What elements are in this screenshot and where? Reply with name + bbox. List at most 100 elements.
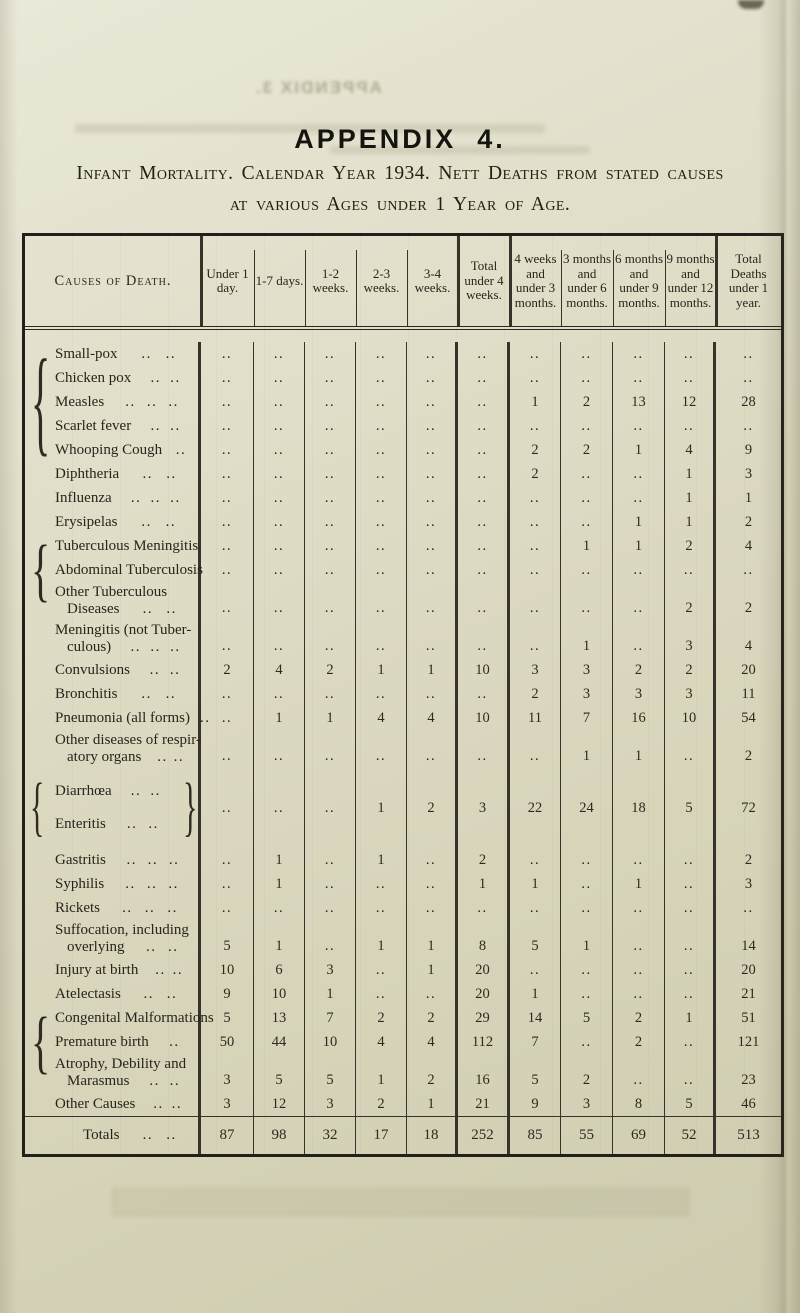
- table-row: Chicken pox..........................: [25, 366, 781, 390]
- value-cell: ..: [254, 390, 305, 414]
- value-cell: 22: [510, 768, 561, 848]
- subtitle-line-1: Infant Mortality. Calendar Year 1934. Ne…: [76, 163, 724, 184]
- cause-cell: Convulsions....: [25, 658, 201, 682]
- value-cell: 4: [356, 1030, 407, 1054]
- column-header: 2-3 weeks.: [356, 236, 408, 326]
- cause-cell: Bronchitis....: [25, 682, 201, 706]
- show-through-title: APPENDIX 3.: [254, 78, 382, 97]
- value-cell: ..: [305, 682, 356, 706]
- value-cell: 44: [254, 1030, 305, 1054]
- value-cell: 1: [254, 872, 305, 896]
- table-row: Premature birth.. 50 44 10 4 4 112 7.. 2.. 121: [25, 1030, 781, 1054]
- value-cell: 2: [305, 658, 356, 682]
- value-cell: 10: [254, 982, 305, 1006]
- value-cell: ..: [561, 582, 613, 620]
- value-cell: ..: [305, 366, 356, 390]
- value-cell: ..: [561, 462, 613, 486]
- leader-dots: ......: [126, 851, 180, 868]
- table-row: Scarlet fever..........................: [25, 414, 781, 438]
- cause-cell: Diphtheria....: [25, 462, 201, 486]
- value-cell: 14: [510, 1006, 561, 1030]
- value-cell: ..: [254, 730, 305, 768]
- cause-label: Enteritis: [55, 815, 106, 832]
- value-cell: ..: [305, 510, 356, 534]
- value-cell: 18: [613, 768, 665, 848]
- value-cell: ..: [407, 486, 458, 510]
- table-row: Congenital Malformations 5 13 7 2 2 29 14 5 2 1 51: [25, 1006, 781, 1030]
- table-row: Diphtheria................ 2.... 1 3: [25, 462, 781, 486]
- column-header: 6 months and under 9 months.: [613, 236, 666, 326]
- value-cell: 16: [458, 1054, 510, 1092]
- cause-label: Small-pox: [55, 345, 118, 362]
- value-cell: ..: [356, 582, 407, 620]
- value-cell: ..: [305, 414, 356, 438]
- cause-label: Marasmus: [67, 1073, 130, 1089]
- value-cell: 1: [407, 920, 458, 958]
- value-cell: 252: [458, 1117, 510, 1154]
- value-cell: 3: [458, 768, 510, 848]
- value-cell: ..: [254, 462, 305, 486]
- leader-dots: ....: [142, 465, 177, 482]
- value-cell: 1: [665, 462, 716, 486]
- value-cell: 1: [561, 730, 613, 768]
- leader-dots: ..: [199, 709, 211, 726]
- value-cell: 1: [254, 920, 305, 958]
- cause-label: Gastritis: [55, 851, 106, 868]
- cause-cell: Gastritis......: [25, 848, 201, 872]
- value-cell: ..: [743, 417, 754, 434]
- value-cell: 2: [510, 682, 561, 706]
- value-cell: 1: [665, 486, 716, 510]
- table-row: Tuberculous Meningitis.............. 1 1 2 4: [25, 534, 781, 558]
- value-cell: ..: [613, 848, 665, 872]
- value-cell: 29: [458, 1006, 510, 1030]
- value-cell: ..: [458, 486, 510, 510]
- cause-label: Other diseases of respir-: [55, 732, 201, 748]
- value-cell: ..: [254, 582, 305, 620]
- value-cell: 1: [305, 706, 356, 730]
- value-cell: ..: [356, 510, 407, 534]
- value-cell: ..: [613, 1054, 665, 1092]
- value-cell: ..: [743, 899, 754, 916]
- value-cell: 1: [356, 920, 407, 958]
- leader-dots: ....: [146, 939, 179, 955]
- value-cell: 1: [613, 534, 665, 558]
- value-cell: 1: [561, 534, 613, 558]
- value-cell: ..: [201, 414, 254, 438]
- value-cell: 4: [356, 706, 407, 730]
- table-row: Atrophy, Debility and Marasmus.... 3 5 5 1 2 16…: [25, 1054, 781, 1092]
- mortality-table: Causes of Death. Under 1 day. 1-7 days. …: [22, 233, 784, 1157]
- cause-cell: Tuberculous Meningitis: [25, 534, 201, 558]
- value-cell: ..: [613, 958, 665, 982]
- value-cell: ..: [356, 486, 407, 510]
- value-cell: ..: [613, 414, 665, 438]
- value-cell: ..: [510, 558, 561, 582]
- value-cell: ..: [201, 558, 254, 582]
- table-row: Whooping Cough.............. 2 2 1 4 9: [25, 438, 781, 462]
- value-cell: ..: [201, 342, 254, 366]
- value-cell: 18: [407, 1117, 458, 1154]
- value-cell: ..: [407, 438, 458, 462]
- column-header: 9 months and under 12 months.: [665, 236, 718, 326]
- value-cell: 72: [741, 799, 756, 816]
- value-cell: ..: [458, 620, 510, 658]
- value-cell: 3: [201, 1092, 254, 1116]
- leader-dots: ....: [142, 1127, 177, 1143]
- value-cell: 2: [613, 1030, 665, 1054]
- column-header: 3-4 weeks.: [407, 236, 460, 326]
- value-cell: 2: [458, 848, 510, 872]
- value-cell: ..: [510, 620, 561, 658]
- value-cell: 24: [561, 768, 613, 848]
- value-cell: ..: [201, 582, 254, 620]
- value-cell: ..: [201, 534, 254, 558]
- leader-dots: ....: [141, 513, 177, 530]
- value-cell: ..: [561, 848, 613, 872]
- value-cell: ..: [305, 582, 356, 620]
- cause-label: Atrophy, Debility and: [55, 1056, 187, 1072]
- value-cell: 7: [510, 1030, 561, 1054]
- cause-cell: Scarlet fever....: [25, 414, 201, 438]
- value-cell: 3: [613, 682, 665, 706]
- value-cell: ..: [305, 872, 356, 896]
- cause-label: Atelectasis: [55, 985, 121, 1002]
- value-cell: ..: [407, 896, 458, 920]
- value-cell: ..: [356, 558, 407, 582]
